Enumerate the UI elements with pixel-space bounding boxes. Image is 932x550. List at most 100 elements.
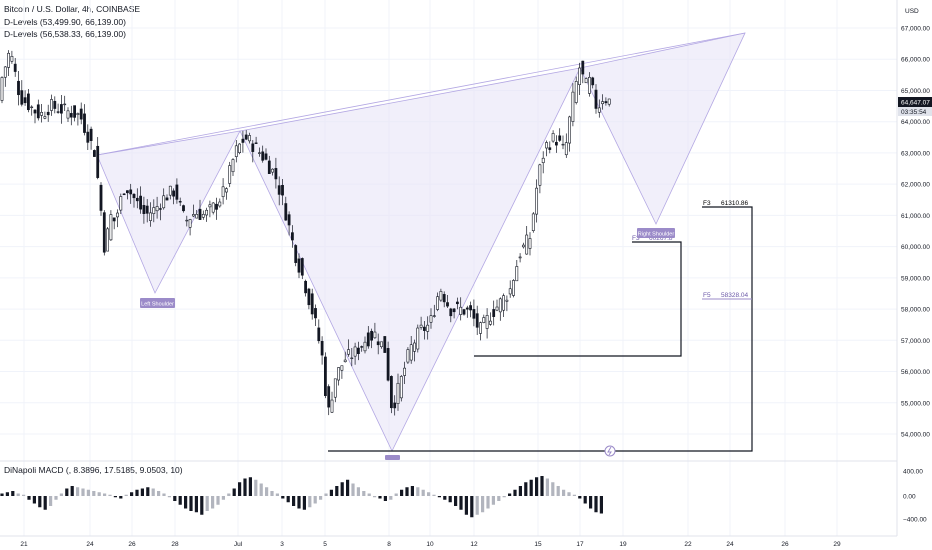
candle bbox=[455, 297, 459, 310]
candle bbox=[584, 77, 588, 84]
macd-bar bbox=[421, 489, 425, 496]
candle bbox=[393, 395, 397, 416]
macd-bar bbox=[216, 496, 220, 505]
candle bbox=[294, 244, 298, 267]
candle bbox=[604, 97, 608, 106]
macd-bar bbox=[184, 496, 188, 509]
macd-bar bbox=[108, 494, 112, 496]
left-shoulder-label[interactable]: Left Shoulder bbox=[140, 298, 175, 308]
macd-bar bbox=[81, 488, 85, 496]
macd-bar bbox=[86, 489, 90, 496]
candle bbox=[93, 149, 96, 157]
macd-bar bbox=[248, 477, 252, 496]
right-shoulder-label[interactable]: Right Shoulder bbox=[637, 228, 675, 238]
candle bbox=[528, 232, 532, 256]
macd-bar bbox=[167, 496, 171, 498]
alert-icon[interactable] bbox=[604, 445, 616, 457]
candle bbox=[218, 198, 222, 208]
macd-bar bbox=[556, 486, 560, 496]
f5-value: 58328.04 bbox=[721, 292, 748, 299]
macd-bar bbox=[275, 493, 279, 496]
macd-bar bbox=[302, 496, 306, 510]
candle bbox=[502, 293, 506, 317]
candle bbox=[172, 188, 176, 205]
candle bbox=[182, 204, 185, 213]
f5-label: F5 bbox=[703, 292, 711, 299]
candle bbox=[320, 336, 324, 365]
candle bbox=[132, 192, 136, 208]
candle bbox=[452, 308, 456, 319]
candle bbox=[330, 391, 334, 413]
candle bbox=[492, 300, 496, 326]
macd-bar bbox=[410, 486, 414, 496]
macd-bar bbox=[389, 496, 393, 500]
candle bbox=[347, 339, 350, 357]
macd-bar bbox=[162, 493, 166, 496]
candle bbox=[162, 188, 166, 210]
macd-bar bbox=[502, 496, 506, 498]
candle bbox=[261, 145, 265, 163]
macd-bar bbox=[238, 482, 242, 496]
candle bbox=[439, 288, 443, 302]
candle bbox=[396, 373, 400, 411]
macd-bar bbox=[54, 496, 58, 500]
macd-bar bbox=[578, 496, 582, 499]
price-tick-label: 59,000.00 bbox=[901, 275, 930, 282]
candle bbox=[535, 179, 539, 223]
price-tick-label: 57,000.00 bbox=[901, 338, 930, 345]
candle bbox=[558, 128, 562, 142]
head-label-marker[interactable] bbox=[385, 455, 400, 460]
svg-text:Left Shoulder: Left Shoulder bbox=[141, 302, 174, 308]
candle bbox=[591, 76, 595, 89]
candle bbox=[340, 365, 344, 379]
macd-bar bbox=[313, 496, 317, 504]
macd-bar bbox=[270, 491, 274, 496]
f3-label: F3 bbox=[703, 200, 711, 207]
candle bbox=[495, 299, 499, 312]
price-tick-label: 55,000.00 bbox=[901, 400, 930, 407]
candle bbox=[231, 158, 235, 177]
time-tick-label: 12 bbox=[470, 541, 478, 548]
candle bbox=[581, 60, 585, 84]
candle bbox=[50, 94, 53, 116]
candle bbox=[426, 316, 430, 340]
pattern-left-shoulder bbox=[96, 130, 241, 294]
candle bbox=[188, 218, 192, 236]
macd-bar bbox=[16, 493, 20, 496]
candle bbox=[597, 99, 601, 118]
time-tick-label: Jul bbox=[234, 541, 243, 548]
candle bbox=[99, 182, 103, 216]
macd-bar bbox=[497, 496, 501, 501]
candle bbox=[297, 253, 301, 279]
macd-bar bbox=[32, 496, 36, 504]
candle bbox=[36, 99, 40, 121]
time-tick-label: 26 bbox=[781, 541, 789, 548]
macd-bar bbox=[572, 494, 576, 496]
candle bbox=[198, 199, 202, 220]
price-tick-label: 66,000.00 bbox=[901, 57, 930, 64]
macd-bar bbox=[454, 496, 458, 506]
macd-bar bbox=[292, 496, 296, 506]
candle bbox=[432, 304, 436, 318]
current-price-tag: 64,647.07 03:35:54 bbox=[898, 97, 932, 116]
indicator-legend-2[interactable]: D-Levels (56,538.33, 66,139.00) bbox=[4, 29, 126, 39]
level-box-outer bbox=[328, 206, 753, 452]
macd-bar bbox=[464, 496, 468, 515]
indicator-legend-1[interactable]: D-Levels (53,499.90, 66,139.00) bbox=[4, 17, 126, 27]
candle bbox=[488, 312, 492, 326]
candle bbox=[475, 305, 479, 336]
time-tick-label: 15 bbox=[534, 541, 542, 548]
currency-label[interactable]: USD bbox=[905, 8, 919, 15]
candle bbox=[419, 316, 423, 330]
time-axis: 21 24 26 28 Jul 3 5 8 10 12 15 17 19 22 24 26 29 bbox=[20, 541, 841, 548]
candle bbox=[205, 207, 209, 222]
candle bbox=[386, 341, 390, 382]
macd-title[interactable]: DiNapoli MACD (, 8.3896, 17.5185, 9.0503… bbox=[4, 465, 183, 475]
macd-bar bbox=[227, 493, 231, 496]
dinapoli-levels: F3 61310.86 F5 58328.04 F3 60267.8 bbox=[328, 200, 753, 457]
macd-bar bbox=[475, 496, 479, 515]
candle bbox=[109, 210, 113, 242]
macd-bar bbox=[76, 487, 80, 496]
macd-bar bbox=[38, 496, 42, 508]
